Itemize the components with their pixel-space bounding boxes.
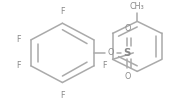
Text: O: O xyxy=(124,24,131,33)
Text: CH₃: CH₃ xyxy=(130,2,145,11)
Text: O: O xyxy=(124,72,131,81)
Text: F: F xyxy=(17,35,21,44)
Text: O: O xyxy=(107,48,114,57)
Text: F: F xyxy=(60,7,65,16)
Text: F: F xyxy=(17,61,21,70)
Text: F: F xyxy=(60,91,65,100)
Text: F: F xyxy=(102,61,106,70)
Text: S: S xyxy=(124,48,131,58)
